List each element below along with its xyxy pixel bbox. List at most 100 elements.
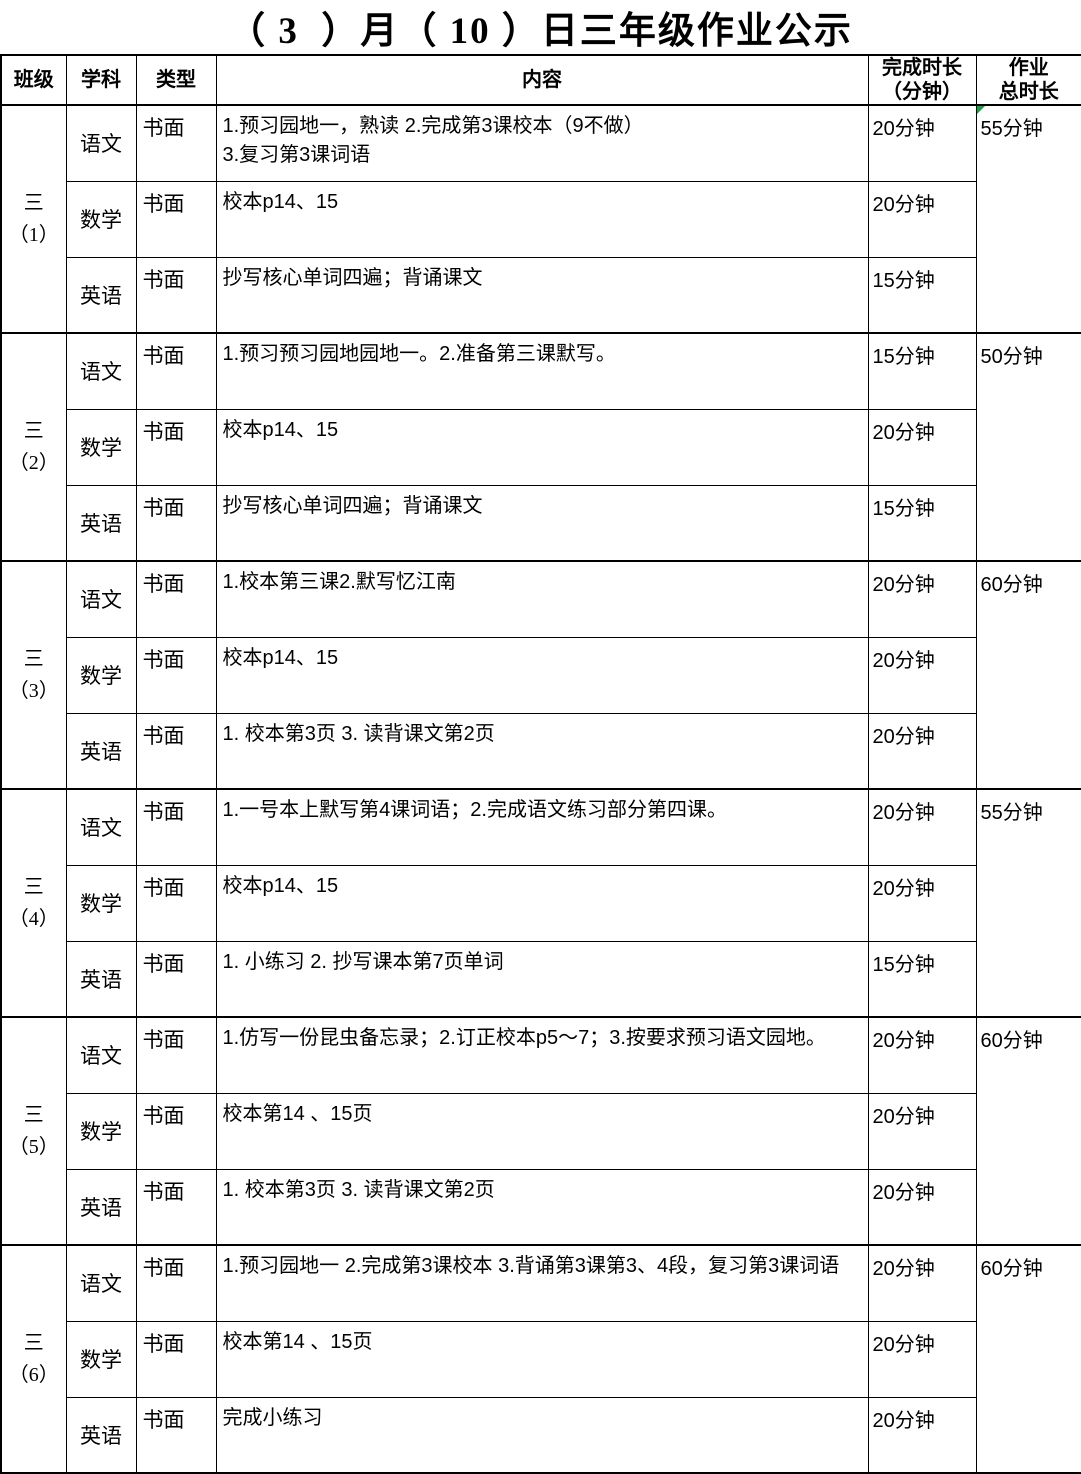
- type-cell: 书面: [135, 864, 217, 942]
- type-cell: 书面: [135, 1320, 217, 1398]
- type-cell: 书面: [135, 788, 217, 866]
- table-row: 三 （3） 语文 书面 1.校本第三课2.默写忆江南 20分钟 60分钟: [0, 560, 1081, 790]
- time-cell: 15分钟: [867, 256, 977, 334]
- total-value: 55分钟: [980, 118, 1043, 140]
- content-cell: 1.预习预习园地园地一。2.准备第三课默写。: [215, 332, 869, 410]
- content-cell: 1.仿写一份昆虫备忘录；2.订正校本p5～7；3.按要求预习语文园地。: [215, 1016, 869, 1094]
- time-cell: 20分钟: [867, 1396, 977, 1474]
- type-cell: 书面: [135, 104, 217, 182]
- content-cell: 校本第14 、15页: [215, 1320, 869, 1398]
- subject-cell: 数学: [65, 1092, 137, 1170]
- header-cell-total: 作业 总时长: [975, 54, 1081, 106]
- total-cell: 55分钟: [975, 788, 1081, 1018]
- cell-flag-icon: [977, 107, 985, 114]
- total-value: 60分钟: [980, 1258, 1043, 1280]
- content-cell: 1.预习园地一，熟读 2.完成第3课校本（9不做） 3.复习第3课词语: [215, 104, 869, 182]
- time-cell: 20分钟: [867, 1168, 977, 1246]
- table-row: 三 （1） 语文 书面 1.预习园地一，熟读 2.完成第3课校本（9不做） 3.…: [0, 104, 1081, 334]
- subject-cell: 语文: [65, 1244, 137, 1322]
- content-cell: 1.预习园地一 2.完成第3课校本 3.背诵第3课第3、4段，复习第3课词语: [215, 1244, 869, 1322]
- type-cell: 书面: [135, 560, 217, 638]
- table-row: 数学 书面 校本p14、15 20分钟: [1, 864, 1081, 942]
- subject-cell: 语文: [65, 332, 137, 410]
- table-row: 数学 书面 校本p14、15 20分钟: [1, 408, 1081, 486]
- time-cell: 20分钟: [867, 864, 977, 942]
- time-cell: 20分钟: [867, 180, 977, 258]
- subject-cell: 英语: [65, 940, 137, 1018]
- content-cell: 1. 小练习 2. 抄写课本第7页单词: [215, 940, 869, 1018]
- total-value: 55分钟: [980, 802, 1043, 824]
- header-cell-subject: 学科: [65, 54, 137, 106]
- subject-cell: 语文: [65, 560, 137, 638]
- subject-cell: 英语: [65, 1396, 137, 1474]
- total-value: 60分钟: [980, 1030, 1043, 1052]
- content-cell: 1. 校本第3页 3. 读背课文第2页: [215, 712, 869, 790]
- total-cell: 60分钟: [975, 1244, 1081, 1474]
- table-row: 数学 书面 校本p14、15 20分钟: [1, 636, 1081, 714]
- header-cell-content: 内容: [215, 54, 869, 106]
- header-row: 班级 学科 类型 内容 完成时长 （分钟） 作业 总时长: [0, 54, 1081, 106]
- class-cell: 三 （4）: [0, 788, 67, 1018]
- page-title: （ 3 ）月（ 10 ）日三年级作业公示: [228, 11, 853, 52]
- time-cell: 20分钟: [867, 560, 977, 638]
- type-cell: 书面: [135, 1092, 217, 1170]
- class-cell: 三 （1）: [0, 104, 67, 334]
- total-cell: 50分钟: [975, 332, 1081, 562]
- total-value: 50分钟: [980, 346, 1043, 368]
- subject-cell: 数学: [65, 180, 137, 258]
- total-cell: 60分钟: [975, 1016, 1081, 1246]
- table-row: 三 （6） 语文 书面 1.预习园地一 2.完成第3课校本 3.背诵第3课第3、…: [0, 1244, 1081, 1474]
- content-cell: 抄写核心单词四遍；背诵课文: [215, 256, 869, 334]
- type-cell: 书面: [135, 256, 217, 334]
- subject-cell: 数学: [65, 636, 137, 714]
- type-cell: 书面: [135, 636, 217, 714]
- table-row: 三 （4） 语文 书面 1.一号本上默写第4课词语；2.完成语文练习部分第四课。…: [0, 788, 1081, 1018]
- content-cell: 校本p14、15: [215, 636, 869, 714]
- type-cell: 书面: [135, 1244, 217, 1322]
- content-cell: 1. 校本第3页 3. 读背课文第2页: [215, 1168, 869, 1246]
- time-cell: 15分钟: [867, 484, 977, 562]
- type-cell: 书面: [135, 940, 217, 1018]
- class-cell: 三 （5）: [0, 1016, 67, 1246]
- table-row: 数学 书面 校本p14、15 20分钟: [1, 180, 1081, 258]
- time-cell: 20分钟: [867, 712, 977, 790]
- table-row: 数学 书面 校本第14 、15页 20分钟: [1, 1320, 1081, 1398]
- subject-cell: 数学: [65, 1320, 137, 1398]
- type-cell: 书面: [135, 1168, 217, 1246]
- class-cell: 三 （6）: [0, 1244, 67, 1474]
- content-cell: 校本第14 、15页: [215, 1092, 869, 1170]
- table-row: 英语 书面 完成小练习 20分钟: [1, 1396, 1081, 1474]
- class-cell: 三 （3）: [0, 560, 67, 790]
- content-cell: 1.校本第三课2.默写忆江南: [215, 560, 869, 638]
- table-row: 英语 书面 1. 校本第3页 3. 读背课文第2页 20分钟: [1, 712, 1081, 790]
- content-cell: 1.一号本上默写第4课词语；2.完成语文练习部分第四课。: [215, 788, 869, 866]
- content-cell: 校本p14、15: [215, 180, 869, 258]
- table-row: 三 （2） 语文 书面 1.预习预习园地园地一。2.准备第三课默写。 15分钟 …: [0, 332, 1081, 562]
- header-cell-class: 班级: [0, 54, 67, 106]
- type-cell: 书面: [135, 712, 217, 790]
- subject-cell: 语文: [65, 788, 137, 866]
- table-row: 三 （5） 语文 书面 1.仿写一份昆虫备忘录；2.订正校本p5～7；3.按要求…: [0, 1016, 1081, 1246]
- table-row: 数学 书面 校本第14 、15页 20分钟: [1, 1092, 1081, 1170]
- subject-cell: 英语: [65, 712, 137, 790]
- table-row: 英语 书面 抄写核心单词四遍；背诵课文 15分钟: [1, 484, 1081, 562]
- subject-cell: 数学: [65, 864, 137, 942]
- content-cell: 抄写核心单词四遍；背诵课文: [215, 484, 869, 562]
- type-cell: 书面: [135, 1396, 217, 1474]
- time-cell: 15分钟: [867, 332, 977, 410]
- time-cell: 20分钟: [867, 1016, 977, 1094]
- total-cell: 55分钟: [975, 104, 1081, 334]
- total-value: 60分钟: [980, 574, 1043, 596]
- subject-cell: 英语: [65, 256, 137, 334]
- subject-cell: 语文: [65, 104, 137, 182]
- homework-table: 班级 学科 类型 内容 完成时长 （分钟） 作业 总时长 三 （1） 语文 书面…: [0, 54, 1081, 1474]
- header-cell-type: 类型: [135, 54, 217, 106]
- type-cell: 书面: [135, 408, 217, 486]
- time-cell: 20分钟: [867, 1320, 977, 1398]
- time-cell: 20分钟: [867, 788, 977, 866]
- header-cell-duration: 完成时长 （分钟）: [867, 54, 977, 106]
- type-cell: 书面: [135, 332, 217, 410]
- type-cell: 书面: [135, 484, 217, 562]
- time-cell: 20分钟: [867, 1244, 977, 1322]
- table-row: 英语 书面 1. 校本第3页 3. 读背课文第2页 20分钟: [1, 1168, 1081, 1246]
